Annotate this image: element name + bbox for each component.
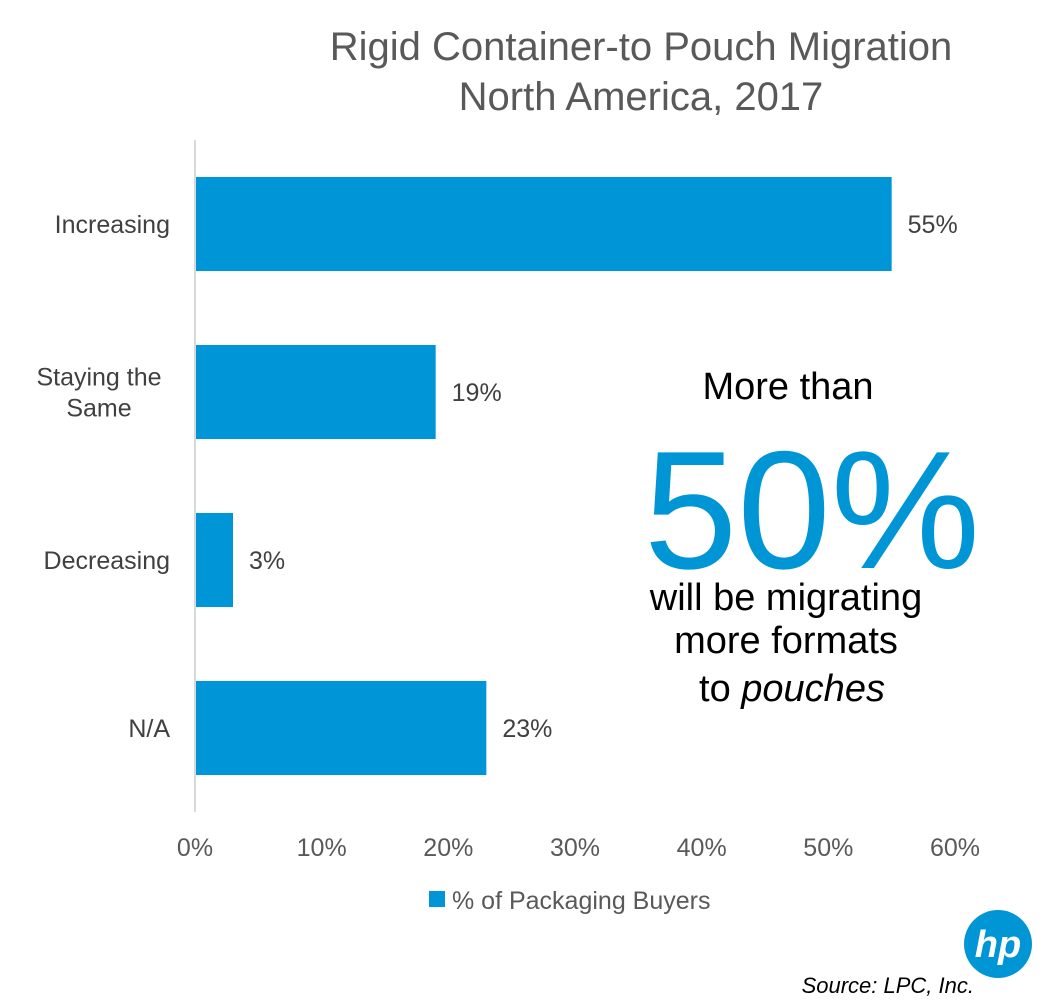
callout-line-3-prefix: to xyxy=(699,668,741,710)
bars-layer xyxy=(195,176,892,776)
category-label-line: Decreasing xyxy=(44,547,170,575)
category-label: N/A xyxy=(128,715,170,743)
data-labels: 55% 19% 3% 23% xyxy=(249,211,958,743)
category-label: Increasing xyxy=(55,211,170,239)
x-tick-label: 50% xyxy=(803,834,853,862)
bar xyxy=(195,512,233,608)
category-labels: Increasing Staying the Same Decreasing N/A xyxy=(36,211,170,743)
source-note: Source: LPC, Inc. xyxy=(802,973,974,998)
data-label: 23% xyxy=(502,715,552,743)
callout-line-3-emphasis: pouches xyxy=(740,668,885,710)
callout-top: More than xyxy=(702,366,873,408)
category-label: Decreasing xyxy=(44,547,170,575)
bar xyxy=(195,344,436,440)
data-label: 55% xyxy=(908,211,958,239)
bar xyxy=(195,176,892,272)
x-tick-label: 0% xyxy=(177,834,213,862)
x-tick-labels: 0% 10% 20% 30% 40% 50% 60% xyxy=(177,834,980,862)
data-label: 19% xyxy=(452,379,502,407)
chart-title-line-2: North America, 2017 xyxy=(459,75,824,119)
legend-label: % of Packaging Buyers xyxy=(452,887,710,915)
legend-swatch xyxy=(429,891,445,907)
callout-big-number: 50% xyxy=(644,416,980,604)
data-label: 3% xyxy=(249,547,285,575)
category-label-line: Staying the xyxy=(36,364,161,392)
hp-logo-circle xyxy=(964,910,1032,978)
legend: % of Packaging Buyers xyxy=(429,887,710,915)
bar xyxy=(195,680,487,776)
callout-line-3: to pouches xyxy=(699,668,885,710)
x-tick-label: 60% xyxy=(930,834,980,862)
x-tick-label: 20% xyxy=(423,834,473,862)
category-label-line: N/A xyxy=(128,715,170,743)
hp-logo-text: hp xyxy=(975,924,1021,966)
chart-title-line-1: Rigid Container-to Pouch Migration xyxy=(330,25,953,69)
x-tick-label: 40% xyxy=(677,834,727,862)
x-tick-label: 30% xyxy=(550,834,600,862)
callout: More than 50% will be migrating more for… xyxy=(644,366,980,710)
hp-logo-icon: hp xyxy=(964,910,1032,978)
callout-line-2: more formats xyxy=(674,620,898,662)
x-tick-label: 10% xyxy=(297,834,347,862)
category-label-line: Same xyxy=(66,395,131,423)
category-label-line: Increasing xyxy=(55,211,170,239)
callout-line-1: will be migrating xyxy=(649,577,922,619)
category-label: Staying the Same xyxy=(36,364,161,423)
